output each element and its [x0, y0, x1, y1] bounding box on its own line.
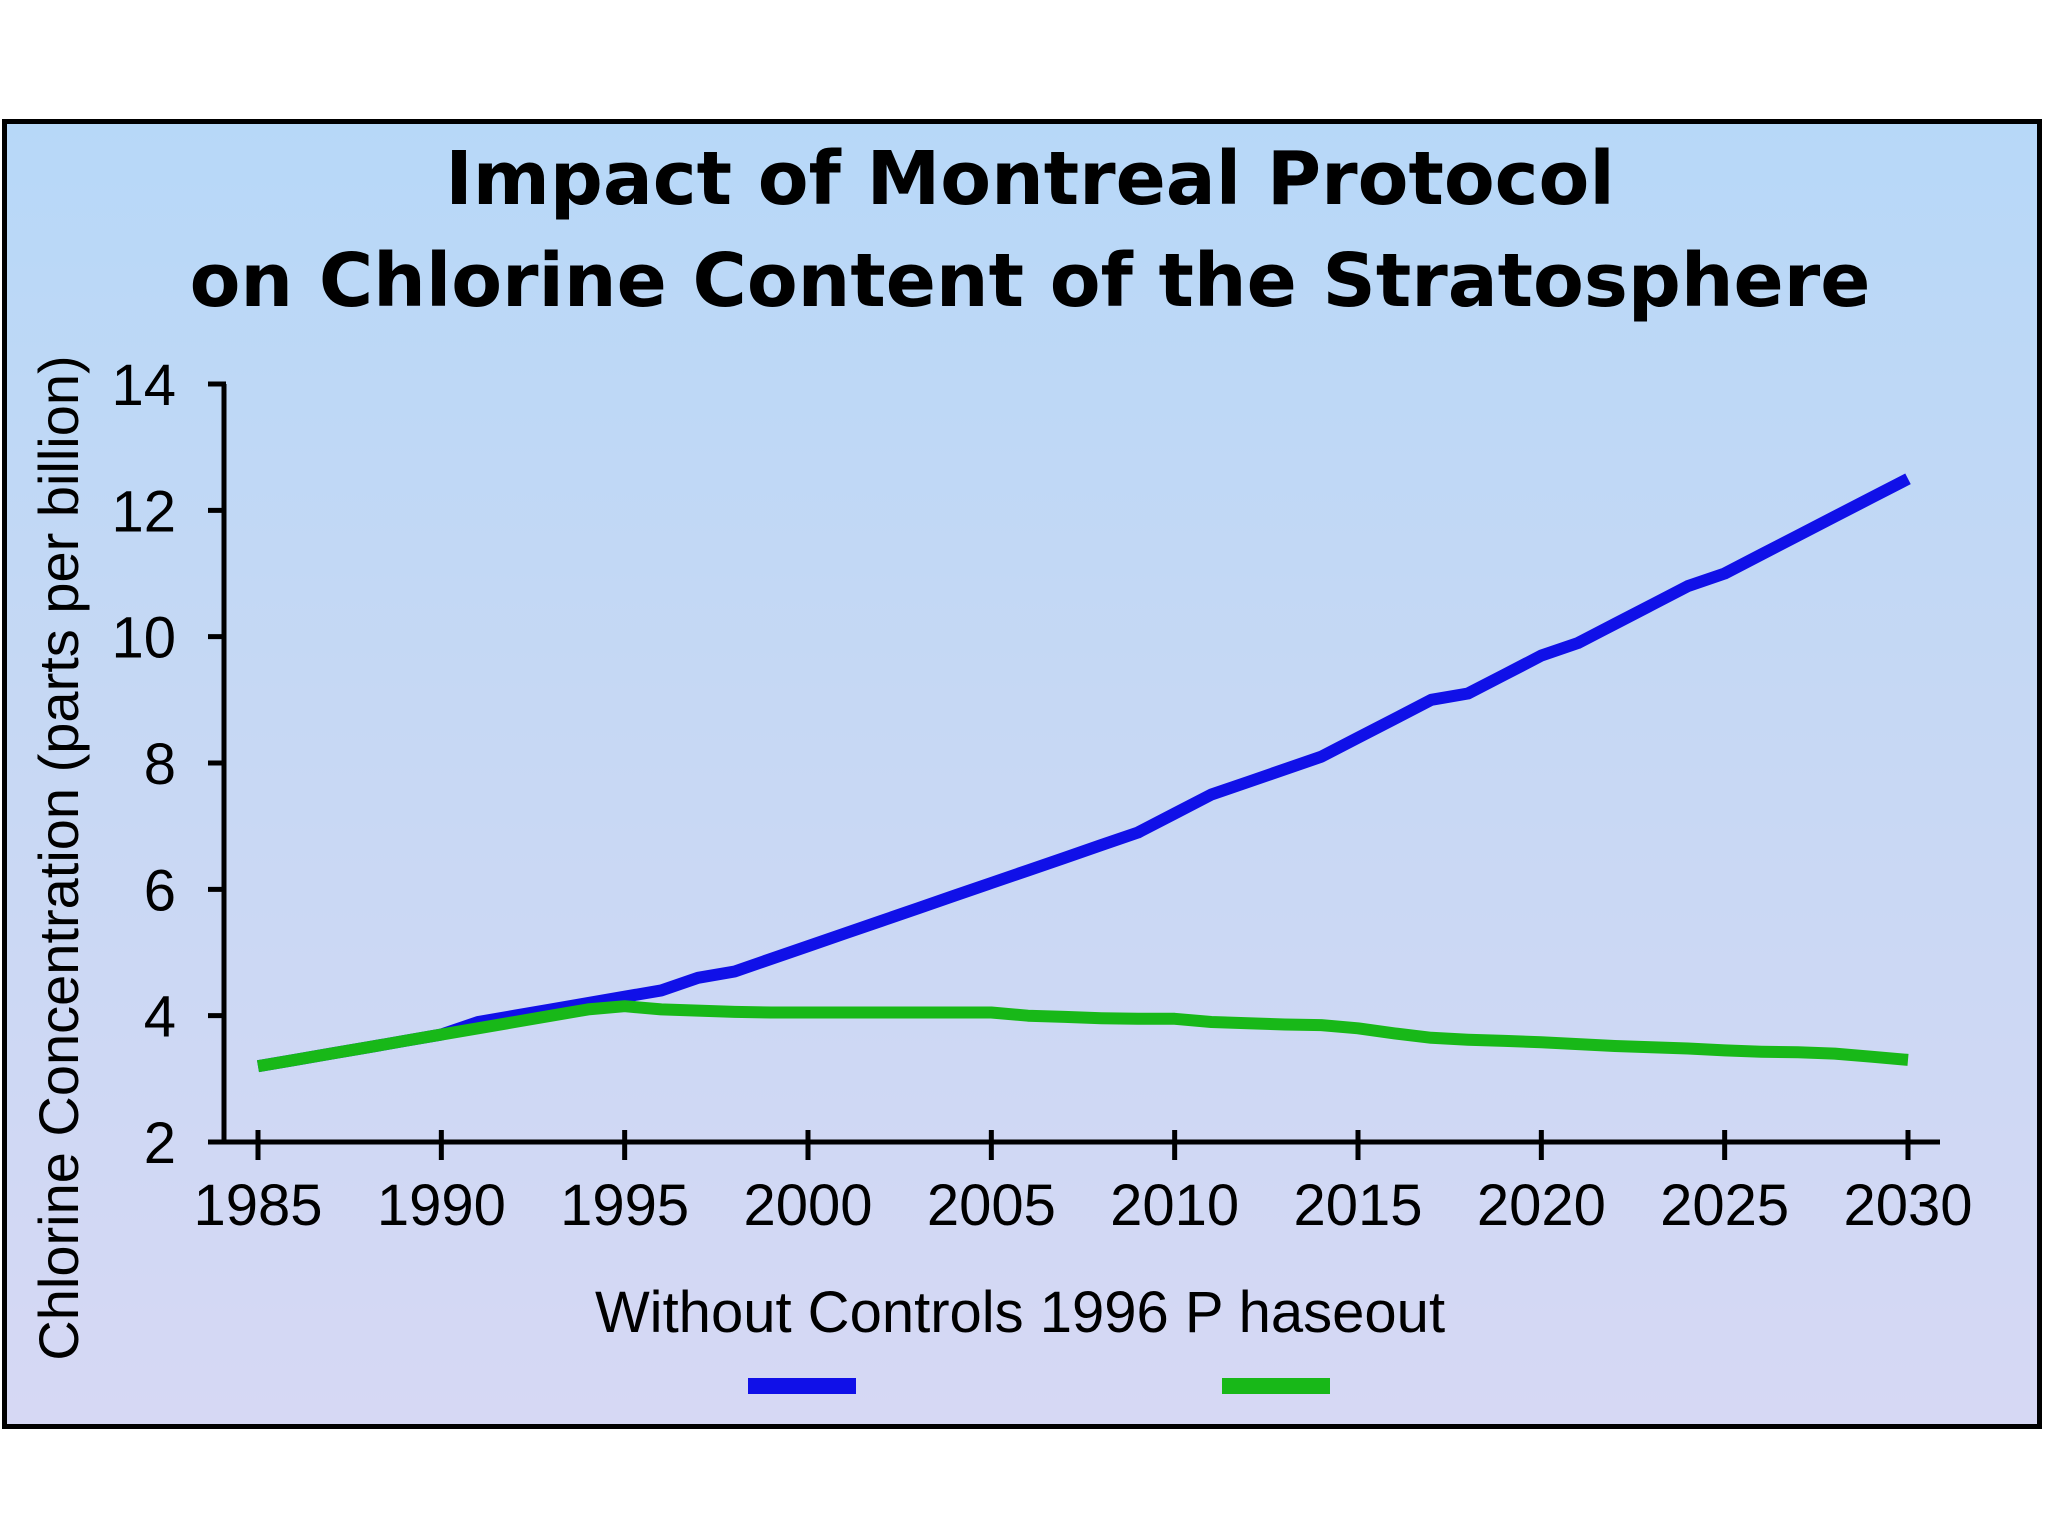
y-tick-label: 8: [144, 732, 176, 797]
y-tick-label: 10: [111, 606, 176, 671]
x-tick-label: 2000: [743, 1173, 872, 1238]
x-tick-label: 2010: [1110, 1173, 1239, 1238]
legend-swatch-without-controls: [748, 1378, 856, 1394]
chart-frame: [2, 119, 2042, 1429]
x-tick-label: 2005: [927, 1173, 1056, 1238]
y-axis-title: Chlorine Concentration (parts per billio…: [27, 355, 90, 1360]
x-tick-label: 1985: [193, 1173, 322, 1238]
y-tick-label: 12: [111, 479, 176, 544]
x-tick-label: 2025: [1660, 1173, 1789, 1238]
series-line-without-controls: [256, 473, 1911, 1073]
x-tick-label: 2030: [1843, 1173, 1972, 1238]
series-layer: [256, 473, 1911, 1073]
legend-swatches: [748, 1378, 1330, 1394]
y-tick-label: 2: [144, 1111, 176, 1176]
x-ticks: 1985 1990 1995 2000 2005 2010 2015 2020 2025 2030: [193, 1130, 1973, 1238]
y-tick-label: 14: [111, 353, 176, 418]
legend-text: Without Controls 1996 P haseout: [595, 1280, 1445, 1345]
y-tick-label: 6: [144, 858, 176, 923]
series-line-phaseout: [256, 1000, 1909, 1073]
y-ticks: 2 4 6 8 10 12 14: [111, 353, 226, 1176]
x-tick-label: 1995: [560, 1173, 689, 1238]
x-tick-label: 2020: [1477, 1173, 1606, 1238]
x-tick-label: 1990: [377, 1173, 506, 1238]
x-tick-label: 2015: [1293, 1173, 1422, 1238]
chart-title-line-2: on Chlorine Content of the Stratosphere: [190, 238, 1871, 324]
legend-swatch-phaseout: [1222, 1378, 1330, 1394]
y-tick-label: 4: [144, 985, 176, 1050]
chart-title-line-1: Impact of Montreal Protocol: [445, 136, 1614, 222]
